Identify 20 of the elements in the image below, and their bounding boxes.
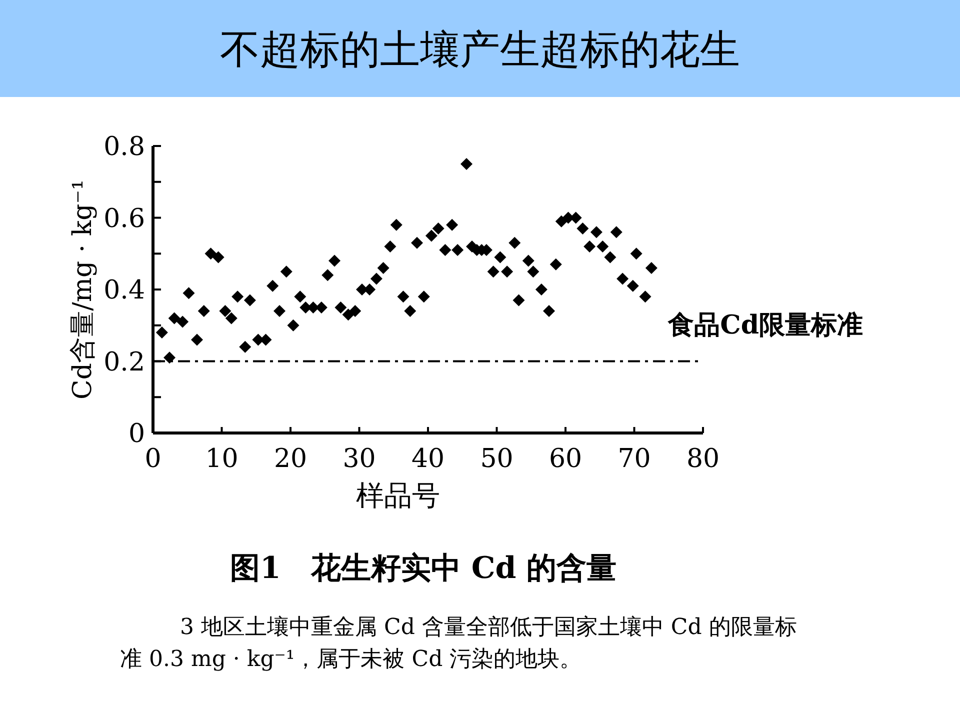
ref-line-label: 食品Cd限量标准 <box>667 310 863 340</box>
y-tick-label: 0.2 <box>104 347 145 378</box>
x-axis-title: 样品号 <box>356 479 440 512</box>
y-tick-label: 0 <box>128 419 145 449</box>
x-tick-label: 50 <box>480 444 514 474</box>
y-tick-label: 0.8 <box>104 132 145 162</box>
x-tick-label: 40 <box>411 444 445 474</box>
ref-line: 食品Cd限量标准 <box>153 310 863 362</box>
x-tick-label: 60 <box>548 444 582 474</box>
x-tick-label: 80 <box>686 444 720 474</box>
x-tick-label: 30 <box>342 444 376 474</box>
x-tick-label: 70 <box>618 444 651 474</box>
chart-title: 不超标的土壤产生超标的花生 <box>219 26 741 75</box>
y-axis-title: Cd含量/mg · kg⁻¹ <box>68 180 98 400</box>
x-tick-label: 20 <box>274 444 308 474</box>
y-tick-label: 0.4 <box>104 276 145 306</box>
y-tick-label: 0.6 <box>104 204 145 234</box>
text: 3 地区土壤中重金属 Cd 含量全部低于国家土壤中 Cd 的限量标准 0.3 mg · kg⁻¹，属于未被 Cd 污染的地块。 <box>120 614 798 674</box>
caption: 图1 花生籽实中 Cd 的含量 <box>230 550 617 588</box>
x-tick-label: 10 <box>205 444 238 474</box>
